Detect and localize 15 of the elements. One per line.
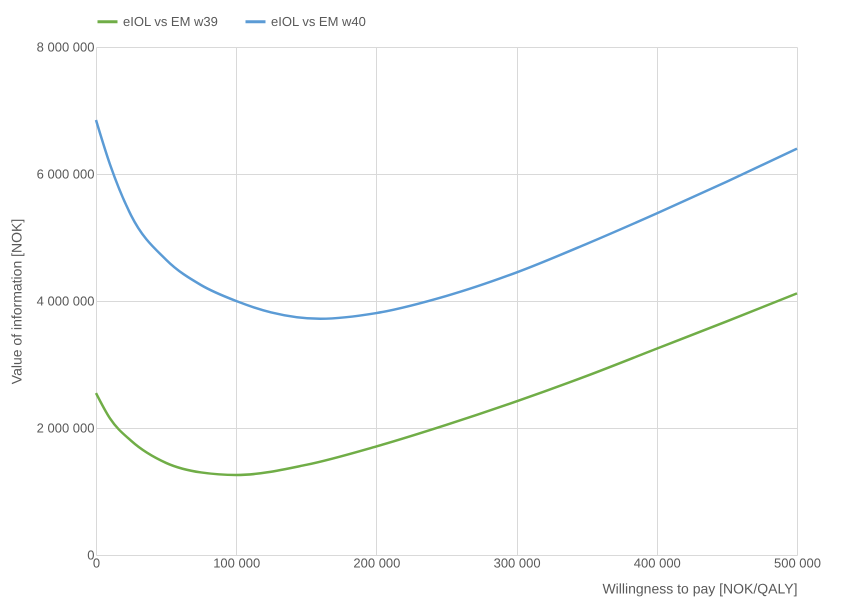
legend-label: eIOL vs EM w39: [123, 14, 218, 29]
y-axis-title: Value of information [NOK]: [8, 218, 25, 384]
line-series: [94, 292, 798, 476]
y-tick-label: 8 000 000: [36, 40, 94, 54]
line-series: [94, 118, 798, 320]
y-tick-label: 6 000 000: [36, 166, 94, 182]
x-tick-label: 500 000: [774, 556, 821, 570]
x-tick-label: 100 000: [213, 556, 260, 570]
x-tick-label: 300 000: [494, 556, 541, 570]
y-tick-label: 4 000 000: [36, 294, 94, 308]
y-tick-label: 2 000 000: [36, 420, 94, 436]
x-tick-label: 200 000: [353, 556, 400, 570]
legend-label: eIOL vs EM w40: [271, 14, 366, 29]
x-axis-title: Willingness to pay [NOK/QALY]: [602, 580, 798, 596]
x-tick-label: 400 000: [634, 556, 681, 570]
